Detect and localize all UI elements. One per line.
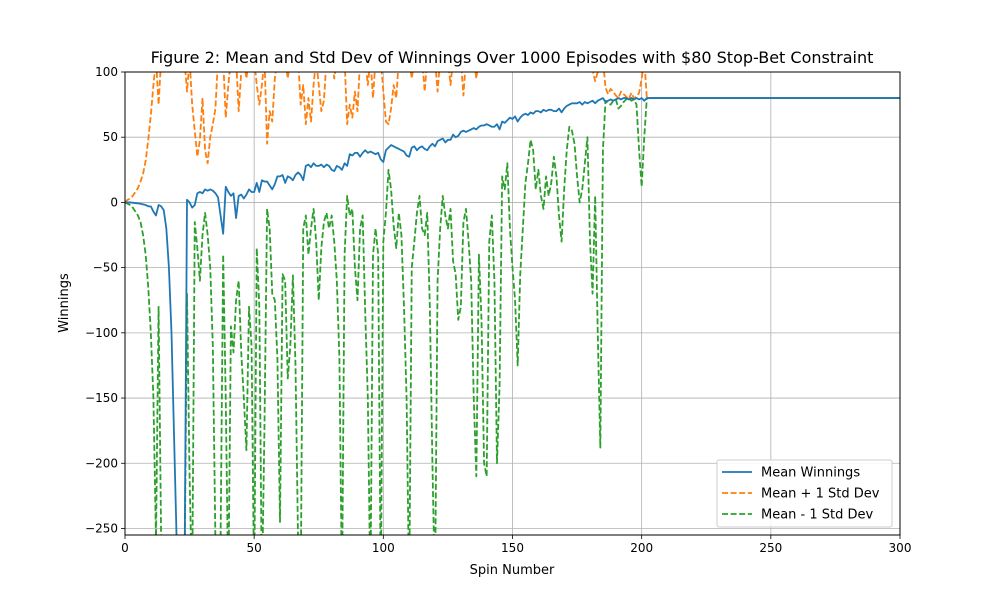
y-axis-title: Winnings (57, 273, 72, 333)
series-group (125, 72, 900, 535)
legend-box (716, 459, 893, 528)
y-tick-label: −150 (85, 391, 118, 405)
y-tick-label: −50 (93, 261, 118, 275)
x-tick-label: 0 (121, 541, 129, 555)
series-line-mean-winnings (125, 97, 900, 535)
legend-label: Mean + 1 Std Dev (761, 487, 880, 502)
legend-label: Mean - 1 Std Dev (761, 508, 874, 523)
grid (124, 71, 901, 535)
x-tick-label: 300 (889, 541, 912, 555)
x-tick-label: 250 (759, 541, 782, 555)
series-line-mean-1-std-dev (125, 72, 900, 204)
y-tick-label: −200 (85, 456, 118, 470)
chart-title: Figure 2: Mean and Std Dev of Winnings O… (151, 48, 874, 67)
y-tick-label: 0 (110, 195, 118, 209)
x-tick-label: 200 (630, 541, 653, 555)
series-line-mean-1-std-dev (125, 97, 900, 535)
legend: Mean Winnings Mean + 1 Std Dev Mean - 1 St… (716, 459, 893, 528)
legend-label: Mean Winnings (761, 466, 860, 481)
y-tick-label: −100 (85, 326, 118, 340)
x-tick-label: 150 (501, 541, 524, 555)
y-tick-label: −250 (85, 521, 118, 535)
y-tick-label: 100 (95, 65, 118, 79)
x-axis-title: Spin Number (470, 563, 555, 578)
x-tick-label: 100 (372, 541, 395, 555)
y-tick-label: 50 (103, 130, 118, 144)
ticks: 0 50 100 150 200 250 300 −250 −200 −150 −100 −50 0 50… (85, 65, 911, 555)
x-tick-label: 50 (247, 541, 262, 555)
